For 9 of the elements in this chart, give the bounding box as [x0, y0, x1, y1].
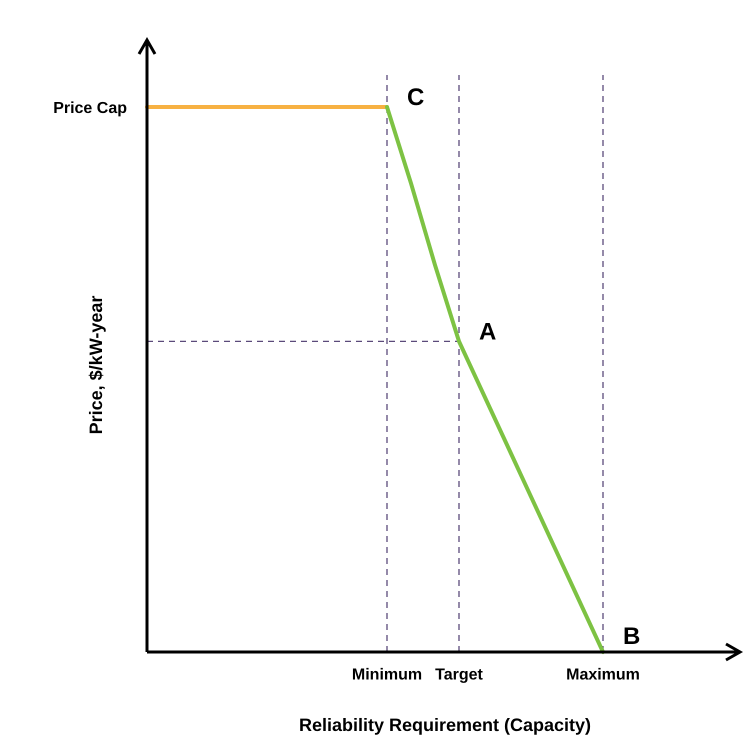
x-axis-title: Reliability Requirement (Capacity): [298, 715, 592, 735]
text: Price Cap: [53, 100, 128, 117]
y-axis-title: Price, $/kW-year: [86, 296, 106, 434]
annotation: A: [479, 318, 496, 346]
x-tick-label: Minimum: [352, 666, 422, 684]
x-tick-label: Target: [435, 666, 484, 684]
x-tick-label: Maximum: [566, 666, 640, 684]
annotation: C: [407, 84, 424, 111]
annotation: B: [623, 623, 640, 650]
